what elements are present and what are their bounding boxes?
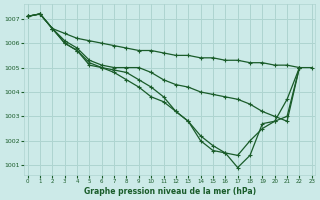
X-axis label: Graphe pression niveau de la mer (hPa): Graphe pression niveau de la mer (hPa)	[84, 187, 256, 196]
